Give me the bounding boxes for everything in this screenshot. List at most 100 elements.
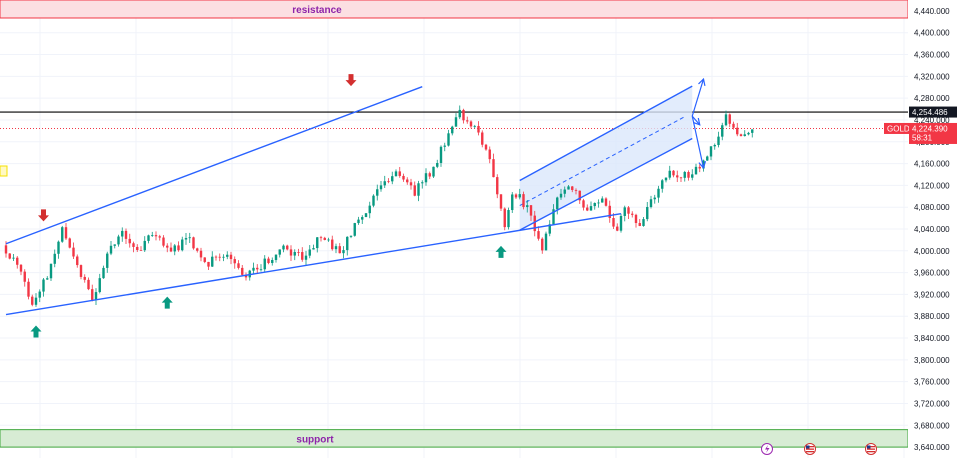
candle-body xyxy=(556,197,559,210)
candle-body xyxy=(38,291,41,298)
candle-body xyxy=(627,207,630,214)
candle-body xyxy=(514,194,518,198)
event-icons[interactable] xyxy=(761,443,877,455)
level-price-tag: 4,254.486 xyxy=(909,106,957,118)
candle-body xyxy=(169,247,173,252)
candle-body xyxy=(631,213,634,215)
price-tick-label: 3,960.000 xyxy=(914,269,950,278)
candle-body xyxy=(166,245,169,248)
candle-body xyxy=(346,236,349,251)
candle-body xyxy=(87,279,90,290)
price-tick-label: 4,360.000 xyxy=(914,51,950,60)
candle-body xyxy=(683,172,686,178)
bar-countdown-label: 58:31 xyxy=(912,133,933,142)
candle-body xyxy=(477,125,480,133)
candle-body xyxy=(724,114,728,126)
candle-body xyxy=(196,248,199,251)
arrow-down-icon xyxy=(345,74,357,87)
us-flag-icon[interactable] xyxy=(804,443,816,455)
lightning-icon[interactable] xyxy=(761,443,773,455)
horizontal-levels xyxy=(0,111,908,129)
candle-body xyxy=(218,256,221,258)
candle-body xyxy=(668,170,671,178)
price-tick-label: 4,000.000 xyxy=(914,247,950,256)
candle-body xyxy=(151,235,154,236)
candle-body xyxy=(19,264,23,272)
candle-body xyxy=(8,253,11,259)
candle-body xyxy=(226,254,229,257)
price-tick-label: 4,120.000 xyxy=(914,181,950,190)
current-price-label: 4,224.390 xyxy=(912,124,948,133)
candle-body xyxy=(649,199,653,208)
candle-body xyxy=(702,160,705,169)
price-axis-ticks: 4,440.000 4,400.000 4,360.000 4,320.000 4,28… xyxy=(914,7,950,452)
candle-body xyxy=(274,254,278,260)
candle-body xyxy=(188,237,191,239)
candle-body xyxy=(316,237,319,249)
candle-body xyxy=(342,250,345,254)
candle-body xyxy=(4,245,8,254)
candle-body xyxy=(338,246,341,254)
candle-body xyxy=(709,146,713,157)
candle-body xyxy=(743,134,746,137)
candle-body xyxy=(451,126,454,134)
candle-body xyxy=(518,194,521,198)
candle-body xyxy=(563,189,566,194)
candle-body xyxy=(31,296,34,305)
candle-body xyxy=(492,159,495,178)
price-tick-label: 3,800.000 xyxy=(914,356,950,365)
arrow-up-icon xyxy=(161,296,173,309)
candle-body xyxy=(222,256,225,258)
us-flag-icon[interactable] xyxy=(865,443,877,455)
projection-arrow xyxy=(691,116,705,169)
candle-body xyxy=(642,219,645,226)
candle-body xyxy=(42,279,45,292)
resistance-zone[interactable] xyxy=(0,0,909,19)
candle-body xyxy=(177,245,180,251)
candle-body xyxy=(68,238,71,248)
candle-body xyxy=(312,248,315,250)
candle-body xyxy=(447,133,450,146)
candle-body xyxy=(372,195,375,206)
candle-body xyxy=(286,245,289,250)
candle-body xyxy=(244,274,248,278)
candle-body xyxy=(529,205,533,216)
candle-body xyxy=(739,134,743,137)
candle-body xyxy=(278,249,281,255)
candle-body xyxy=(458,109,461,118)
candle-body xyxy=(503,208,506,228)
candle-body xyxy=(199,250,203,258)
candle-body xyxy=(589,206,593,211)
candle-body xyxy=(237,263,240,268)
candle-body xyxy=(578,190,581,201)
price-tick-label: 4,160.000 xyxy=(914,160,950,169)
candle-body xyxy=(94,292,98,300)
level-price-label: 4,254.486 xyxy=(912,108,948,117)
candle-body xyxy=(331,239,334,250)
support-zone[interactable] xyxy=(0,429,909,448)
candle-body xyxy=(79,265,83,277)
note-marker-icon[interactable] xyxy=(0,165,8,177)
candle-body xyxy=(12,257,15,259)
price-axis[interactable]: 4,440.000 4,400.000 4,360.000 4,320.000 4,28… xyxy=(884,0,958,458)
candle-body xyxy=(113,244,116,246)
candle-body xyxy=(102,267,105,279)
candle-body xyxy=(357,219,360,224)
candle-body xyxy=(282,245,285,250)
candle-body xyxy=(64,227,68,239)
candle-body xyxy=(496,177,499,195)
candle-body xyxy=(511,194,514,211)
candle-body xyxy=(394,171,398,177)
candle-body xyxy=(751,129,754,133)
candle-body xyxy=(297,251,300,253)
candle-body xyxy=(559,193,563,198)
candle-body xyxy=(76,256,79,266)
candle-body xyxy=(717,136,720,146)
candle-body xyxy=(747,132,750,135)
price-tick-label: 3,840.000 xyxy=(914,334,950,343)
candle-body xyxy=(406,179,409,183)
candle-body xyxy=(173,245,176,252)
candle-body xyxy=(211,256,214,267)
candle-body xyxy=(552,209,555,225)
